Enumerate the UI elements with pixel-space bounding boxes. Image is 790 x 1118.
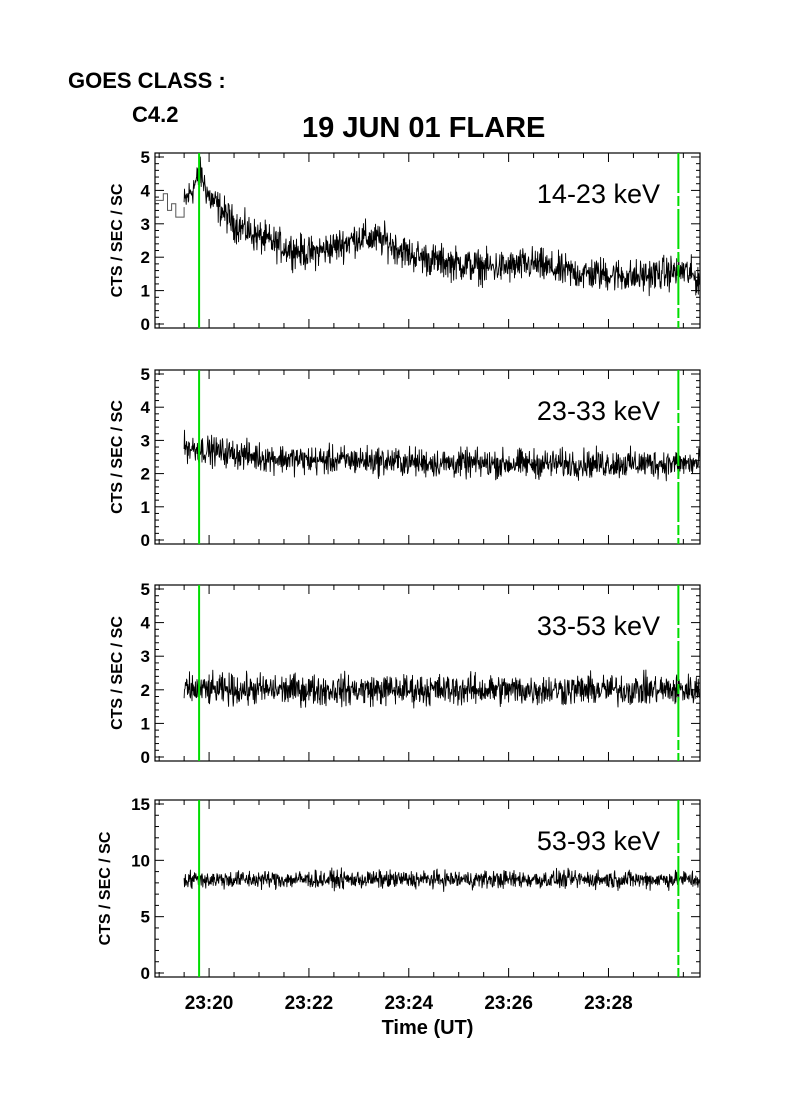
panel-3: 0 1 2 3 4 5 CTS / SEC / SC 33-53 keV bbox=[109, 580, 701, 767]
y-tick-label: 0 bbox=[141, 964, 150, 983]
y-tick-label: 0 bbox=[141, 315, 150, 334]
y-tick-label: 2 bbox=[141, 681, 150, 700]
y-tick-label: 3 bbox=[141, 647, 150, 666]
page-title: 19 JUN 01 FLARE bbox=[302, 112, 546, 144]
plot-frame bbox=[154, 152, 701, 329]
plot-frame bbox=[154, 584, 701, 762]
y-tick-label: 2 bbox=[141, 248, 150, 267]
y-tick-label: 3 bbox=[141, 431, 150, 450]
light-curve bbox=[183, 429, 701, 482]
panel-1: 0 1 2 3 4 5 CTS / SEC / SC 14-23 keV bbox=[109, 148, 701, 334]
band-label: 53-93 keV bbox=[537, 826, 660, 856]
y-tick-label: 4 bbox=[141, 614, 151, 633]
pre-flare-trace bbox=[155, 193, 185, 218]
y-tick-label: 1 bbox=[141, 714, 150, 733]
y-tick-label: 15 bbox=[131, 795, 150, 814]
panel-4: 0 5 10 15 CTS / SEC / SC 53-93 keV 23:20 23:22 2… bbox=[97, 795, 701, 1039]
x-tick-label: 23:26 bbox=[484, 993, 533, 1014]
goes-class-label: GOES CLASS : bbox=[68, 68, 226, 93]
y-tick-label: 5 bbox=[141, 148, 150, 167]
y-axis-label: CTS / SEC / SC bbox=[109, 400, 126, 514]
y-tick-label: 3 bbox=[141, 215, 150, 234]
band-label: 14-23 keV bbox=[537, 179, 660, 209]
y-tick-label: 10 bbox=[131, 851, 150, 870]
light-curve bbox=[183, 156, 701, 297]
x-tick-label: 23:28 bbox=[584, 993, 633, 1014]
y-tick-label: 4 bbox=[141, 398, 151, 417]
goes-class-value: C4.2 bbox=[132, 102, 179, 127]
band-label: 33-53 keV bbox=[537, 611, 660, 641]
y-tick-label: 2 bbox=[141, 465, 150, 484]
y-axis-label: CTS / SEC / SC bbox=[109, 616, 126, 730]
y-tick-label: 5 bbox=[141, 908, 150, 927]
x-tick-label: 23:22 bbox=[285, 993, 334, 1014]
light-curve bbox=[183, 669, 701, 709]
x-axis-label: Time (UT) bbox=[382, 1017, 474, 1039]
x-tick-label: 23:20 bbox=[185, 993, 234, 1014]
y-axis-label: CTS / SEC / SC bbox=[97, 831, 114, 945]
y-tick-label: 1 bbox=[141, 282, 150, 301]
y-tick-label: 5 bbox=[141, 580, 150, 599]
light-curve bbox=[183, 867, 701, 892]
band-label: 23-33 keV bbox=[537, 396, 660, 426]
y-tick-label: 4 bbox=[141, 181, 151, 200]
y-tick-label: 5 bbox=[141, 365, 150, 384]
panel-2: 0 1 2 3 4 5 CTS / SEC / SC 23-33 keV bbox=[109, 365, 701, 550]
y-tick-label: 0 bbox=[141, 748, 150, 767]
y-tick-label: 1 bbox=[141, 498, 150, 517]
plot-frame bbox=[154, 799, 701, 978]
y-tick-label: 0 bbox=[141, 531, 150, 550]
x-tick-label: 23:24 bbox=[384, 993, 433, 1014]
y-axis-label: CTS / SEC / SC bbox=[109, 183, 126, 297]
